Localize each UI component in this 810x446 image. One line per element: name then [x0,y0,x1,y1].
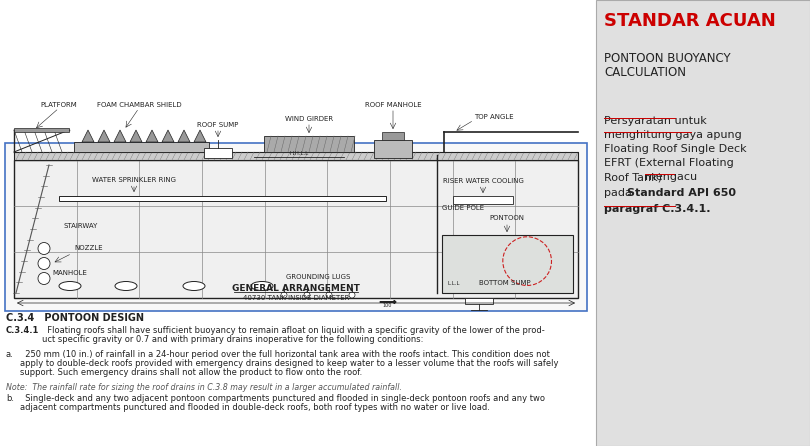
Text: 100: 100 [382,303,392,308]
Text: ROOF MANHOLE: ROOF MANHOLE [364,102,421,108]
Polygon shape [114,130,126,142]
Text: H.H.L.L: H.H.L.L [289,151,309,156]
Text: C.3.4.1: C.3.4.1 [6,326,40,335]
Text: Single-deck and any two adjacent pontoon compartments punctured and flooded in s: Single-deck and any two adjacent pontoon… [20,394,545,403]
Bar [264,136,354,152]
Bar [204,148,232,158]
Text: ROOF SUMP: ROOF SUMP [198,122,239,128]
Text: BOTTOM SUMP: BOTTOM SUMP [479,280,531,286]
Text: PLATFORM: PLATFORM [40,102,78,108]
Bar [14,160,578,298]
Polygon shape [162,130,174,142]
Text: CALCULATION: CALCULATION [604,66,686,79]
Circle shape [38,243,50,255]
Text: Persyaratan untuk: Persyaratan untuk [604,116,707,126]
Text: TOP ANGLE: TOP ANGLE [474,114,514,120]
Text: FOAM CHAMBAR SHIELD: FOAM CHAMBAR SHIELD [96,102,181,108]
Ellipse shape [183,281,205,290]
Polygon shape [194,130,206,142]
Text: adjacent compartments punctured and flooded in double-deck roofs, both roof type: adjacent compartments punctured and floo… [20,403,490,412]
Text: paragraf C.3.4.1.: paragraf C.3.4.1. [604,204,710,214]
Polygon shape [98,130,110,142]
Text: GUIDE POLE: GUIDE POLE [442,205,484,211]
Bar [5,143,587,311]
Bar [374,140,412,158]
Ellipse shape [251,281,273,290]
Text: PONTOON: PONTOON [489,215,525,221]
Circle shape [349,292,355,298]
Bar [596,0,810,446]
Ellipse shape [115,281,137,290]
Bar [453,196,513,204]
Polygon shape [130,130,142,142]
Text: menghitung gaya apung: menghitung gaya apung [604,130,742,140]
Text: L.L.L: L.L.L [447,281,459,286]
Text: GENERAL ARRANGEMENT: GENERAL ARRANGEMENT [232,284,360,293]
Text: support. Such emergency drains shall not allow the product to flow onto the roof: support. Such emergency drains shall not… [20,368,362,377]
Text: Note:  The rainfall rate for sizing the roof drains in C.3.8 may result in a lar: Note: The rainfall rate for sizing the r… [6,383,402,392]
Text: mengacu: mengacu [645,172,697,182]
Text: 250 mm (10 in.) of rainfall in a 24-hour period over the full horizontal tank ar: 250 mm (10 in.) of rainfall in a 24-hour… [20,350,550,359]
Text: STANDAR ACUAN: STANDAR ACUAN [604,12,776,30]
Text: STAIRWAY: STAIRWAY [64,223,98,229]
Polygon shape [178,130,190,142]
Text: pada: pada [604,188,635,198]
Text: RISER WATER COOLING: RISER WATER COOLING [442,178,523,184]
Text: Floating roofs shall have sufficient buoyancy to remain afloat on liquid with a : Floating roofs shall have sufficient buo… [42,326,545,335]
Text: Standard API 650: Standard API 650 [627,188,736,198]
Circle shape [304,292,310,298]
Text: Roof Tank): Roof Tank) [604,172,666,182]
Circle shape [38,257,50,269]
Ellipse shape [59,281,81,290]
Text: GROUNDING LUGS: GROUNDING LUGS [286,274,350,280]
Text: PONTOON BUOYANCY: PONTOON BUOYANCY [604,52,731,65]
Polygon shape [146,130,158,142]
Text: 40730 TANK INSIDE DIAMETER: 40730 TANK INSIDE DIAMETER [243,295,349,301]
Bar [465,298,493,304]
Circle shape [281,292,287,298]
Text: Floating Roof Single Deck: Floating Roof Single Deck [604,144,747,154]
Text: EFRT (External Floating: EFRT (External Floating [604,158,734,168]
Text: WATER SPRINKLER RING: WATER SPRINKLER RING [92,177,176,183]
Bar [14,152,578,160]
Circle shape [38,273,50,285]
Bar [382,132,404,140]
Text: b.: b. [6,394,14,403]
Bar [74,142,209,152]
Text: WIND GIRDER: WIND GIRDER [285,116,333,122]
Bar [59,196,386,201]
Circle shape [326,292,332,298]
Text: NOZZLE: NOZZLE [74,245,103,252]
Text: apply to double-deck roofs provided with emergency drains designed to keep water: apply to double-deck roofs provided with… [20,359,559,368]
FancyArrow shape [380,301,396,303]
Text: C.3.4   PONTOON DESIGN: C.3.4 PONTOON DESIGN [6,313,144,323]
Bar [442,235,573,293]
Polygon shape [82,130,94,142]
Text: uct specific gravity or 0.7 and with primary drains inoperative for the followin: uct specific gravity or 0.7 and with pri… [42,335,424,344]
Text: a.: a. [6,350,14,359]
Bar [14,128,69,132]
Text: MANHOLE: MANHOLE [53,270,87,276]
